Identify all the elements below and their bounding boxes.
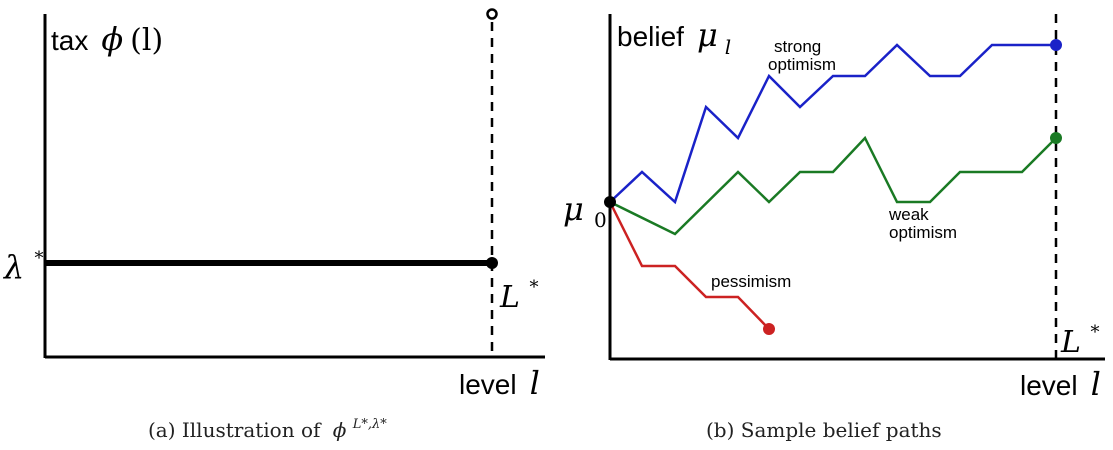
path-strong-optimism-end-point: [1050, 39, 1062, 51]
path-weak-optimism-label: weak optimism: [888, 205, 957, 242]
panel-a-x-label: level l: [459, 364, 540, 402]
panel-a-open-circle: [486, 8, 498, 20]
panel-a-y-label-func: ϕ: [101, 20, 123, 58]
panel-a-y-label: tax ϕ (l): [51, 20, 163, 58]
path-weak-optimism-end-point: [1050, 132, 1062, 144]
panel-b-mu-sub: 0: [594, 208, 607, 232]
path-strong-optimism-label: strong optimism: [768, 37, 836, 74]
panel-a-l-sup: *: [529, 277, 538, 298]
path-weak-optimism: [609, 135, 1057, 236]
panel-a-caption-sup: L*,λ*: [352, 417, 388, 432]
path-pessimism-end-point: [763, 323, 775, 335]
panel-a-lambda-star: λ *: [2, 248, 43, 286]
panel-b-l-star: L *: [1060, 322, 1099, 360]
path-pessimism: [608, 201, 770, 330]
panel-b-y-label-symbol: μ: [697, 16, 718, 54]
panel-a-l-star: L *: [499, 277, 538, 315]
path-strong-optimism-label-line2: optimism: [768, 55, 836, 74]
panel-a-lambda-symbol: λ: [2, 248, 24, 286]
panel-a-y-label-arg: (l): [130, 23, 163, 58]
panel-b-l-symbol: L: [1060, 325, 1081, 360]
panel-a: tax ϕ (l) λ * L * level l (a) Illustrati…: [2, 8, 545, 442]
path-pessimism-label: pessimism: [711, 272, 791, 291]
panel-b-y-label-word: belief: [617, 21, 684, 52]
path-strong-optimism: [609, 43, 1056, 205]
panel-a-caption-symbol: ϕ: [333, 418, 347, 442]
panel-b-y-label-sub: l: [725, 35, 731, 59]
panel-b-caption: (b) Sample belief paths: [706, 418, 942, 442]
panel-b-y-label: belief μ l: [617, 16, 731, 59]
panel-a-y-label-word: tax: [51, 25, 88, 56]
panel-b-l-sup: *: [1090, 322, 1099, 343]
path-strong-optimism-label-line1: strong: [774, 37, 821, 56]
panel-b-mu-symbol: μ: [563, 190, 584, 228]
path-weak-optimism-label-line2: optimism: [889, 223, 957, 242]
path-weak-optimism-label-line1: weak: [888, 205, 929, 224]
panel-a-x-label-word: level: [459, 369, 517, 400]
panel-a-lambda-sup: *: [34, 248, 43, 269]
panel-b-x-label: level l: [1020, 365, 1101, 403]
panel-a-x-label-var: l: [530, 364, 540, 402]
panel-b: belief μ l μ 0 strong optimism weak opti: [563, 14, 1105, 442]
panel-a-caption-prefix: (a) Illustration of: [148, 418, 322, 442]
panel-b-start-point: [604, 196, 616, 208]
panel-a-caption: (a) Illustration of ϕ L*,λ*: [148, 417, 387, 442]
panel-b-x-label-var: l: [1091, 365, 1101, 403]
panel-b-x-label-word: level: [1020, 370, 1078, 401]
panel-b-mu-zero: μ 0: [563, 190, 607, 232]
panel-a-l-symbol: L: [499, 280, 520, 315]
panel-a-tax-end-point: [486, 257, 498, 269]
